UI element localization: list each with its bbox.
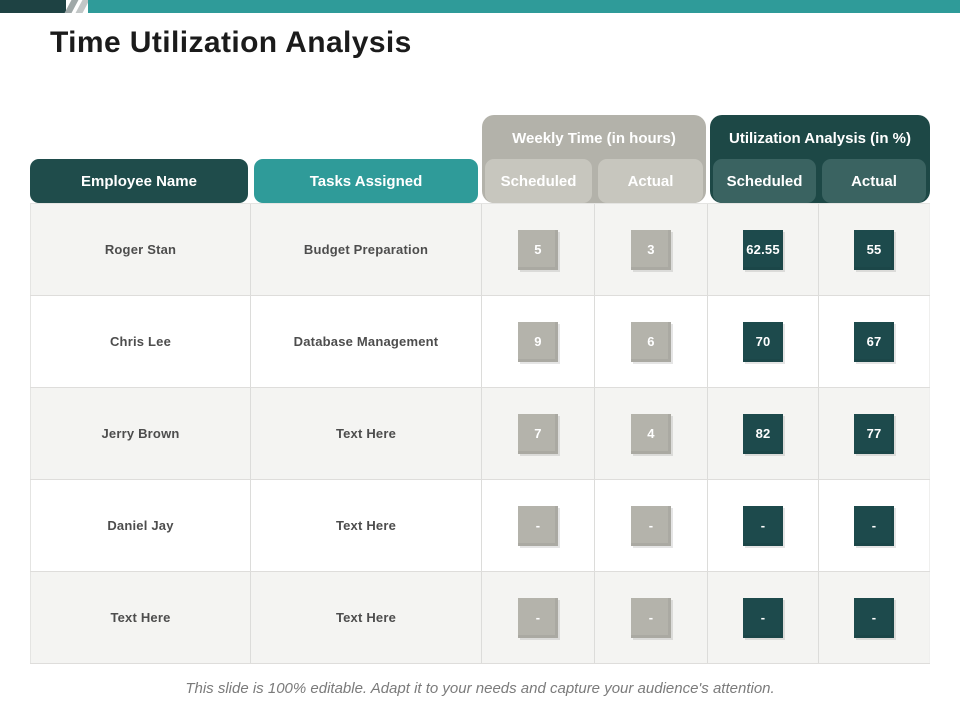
util-actual-value: - bbox=[854, 597, 894, 638]
task-cell: Budget Preparation bbox=[251, 204, 482, 295]
task-cell: Database Management bbox=[251, 296, 482, 387]
weekly-scheduled-value: - bbox=[518, 505, 558, 546]
weekly-scheduled-value: 5 bbox=[518, 229, 558, 270]
weekly-scheduled-value: 9 bbox=[518, 321, 558, 362]
top-bar-dark-segment bbox=[0, 0, 66, 13]
column-header-util-actual: Actual bbox=[822, 159, 926, 203]
page-title: Time Utilization Analysis bbox=[50, 26, 412, 59]
util-scheduled-value: 82 bbox=[743, 413, 783, 454]
group-header-utilization-label: Utilization Analysis (in %) bbox=[729, 129, 911, 147]
weekly-actual-value: - bbox=[631, 505, 671, 546]
util-scheduled-value: - bbox=[743, 505, 783, 546]
task-cell: Text Here bbox=[251, 480, 482, 571]
top-accent-bar bbox=[0, 0, 960, 13]
task-cell: Text Here bbox=[251, 388, 482, 479]
task-cell: Text Here bbox=[251, 572, 482, 663]
weekly-actual-value: 3 bbox=[631, 229, 671, 270]
employee-name-cell: Text Here bbox=[30, 572, 251, 663]
util-actual-value: 55 bbox=[854, 229, 894, 270]
weekly-actual-value: - bbox=[631, 597, 671, 638]
weekly-actual-value: 4 bbox=[631, 413, 671, 454]
table-row: Roger Stan Budget Preparation 5 3 62.55 … bbox=[30, 204, 930, 296]
column-header-tasks-assigned: Tasks Assigned bbox=[254, 159, 478, 203]
time-utilization-table: Weekly Time (in hours) Utilization Analy… bbox=[30, 115, 930, 667]
table-row: Jerry Brown Text Here 7 4 82 77 bbox=[30, 388, 930, 480]
weekly-scheduled-value: 7 bbox=[518, 413, 558, 454]
weekly-actual-value: 6 bbox=[631, 321, 671, 362]
column-header-weekly-actual: Actual bbox=[598, 159, 703, 203]
util-actual-value: 67 bbox=[854, 321, 894, 362]
util-scheduled-value: - bbox=[743, 597, 783, 638]
table-row: Chris Lee Database Management 9 6 70 67 bbox=[30, 296, 930, 388]
group-header-weekly-time-label: Weekly Time (in hours) bbox=[512, 129, 676, 147]
table-body: Roger Stan Budget Preparation 5 3 62.55 … bbox=[30, 203, 930, 664]
employee-name-cell: Chris Lee bbox=[30, 296, 251, 387]
table-row: Daniel Jay Text Here - - - - bbox=[30, 480, 930, 572]
table-row: Text Here Text Here - - - - bbox=[30, 572, 930, 664]
util-scheduled-value: 70 bbox=[743, 321, 783, 362]
employee-name-cell: Roger Stan bbox=[30, 204, 251, 295]
column-header-util-scheduled: Scheduled bbox=[713, 159, 816, 203]
util-actual-value: - bbox=[854, 505, 894, 546]
column-header-weekly-scheduled: Scheduled bbox=[485, 159, 592, 203]
util-scheduled-value: 62.55 bbox=[743, 229, 783, 270]
column-header-employee-name: Employee Name bbox=[30, 159, 248, 203]
employee-name-cell: Jerry Brown bbox=[30, 388, 251, 479]
editable-note: This slide is 100% editable. Adapt it to… bbox=[185, 680, 775, 697]
weekly-scheduled-value: - bbox=[518, 597, 558, 638]
employee-name-cell: Daniel Jay bbox=[30, 480, 251, 571]
top-bar-teal-segment bbox=[88, 0, 960, 13]
util-actual-value: 77 bbox=[854, 413, 894, 454]
